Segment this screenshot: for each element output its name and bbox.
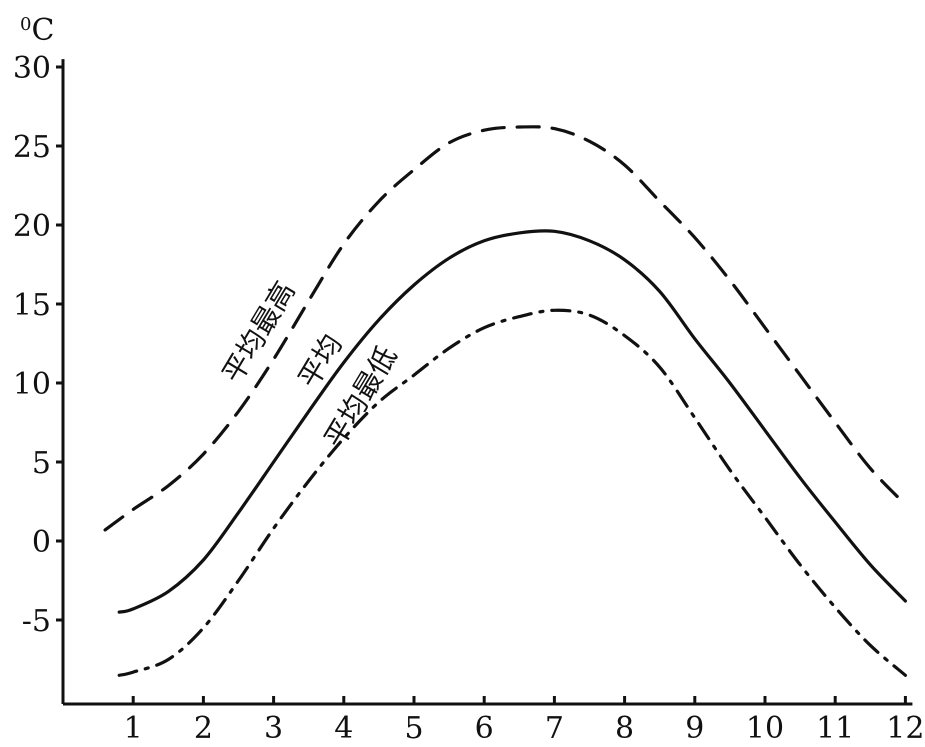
x-tick-label: 12 [886,711,924,746]
x-tick-label: 2 [194,711,213,746]
y-tick-label: 0 [32,525,51,560]
y-tick-label: 25 [13,130,51,165]
y-tick-label: 5 [32,446,51,481]
x-tick-label: 3 [264,711,283,746]
x-tick-label: 4 [334,711,353,746]
series-line-mean [117,229,907,614]
x-tick-label: 5 [404,711,423,746]
x-tick-label: 6 [475,711,494,746]
x-tick-label: 10 [746,711,784,746]
y-tick-label: 15 [13,288,51,323]
x-tick-label: 9 [685,711,704,746]
series-label-mean: 平均 [292,329,349,394]
x-tick-label: 11 [816,711,854,746]
series-line-mean-max [103,125,907,532]
y-tick-label: 30 [13,51,51,86]
y-axis-unit-label: 0C [20,13,54,48]
y-tick-label: 10 [13,367,51,402]
x-tick-label: 8 [615,711,634,746]
x-tick-label: 1 [124,711,143,746]
y-tick-label: 20 [13,209,51,244]
series-label-mean-max: 平均最高 [216,276,302,389]
x-tick-label: 7 [545,711,564,746]
series-layer [103,125,907,677]
y-tick-label: -5 [22,604,51,639]
unit-text: C [31,13,54,48]
axes [61,59,913,706]
series-line-mean-min [117,308,907,677]
unit-superscript: 0 [20,14,31,35]
